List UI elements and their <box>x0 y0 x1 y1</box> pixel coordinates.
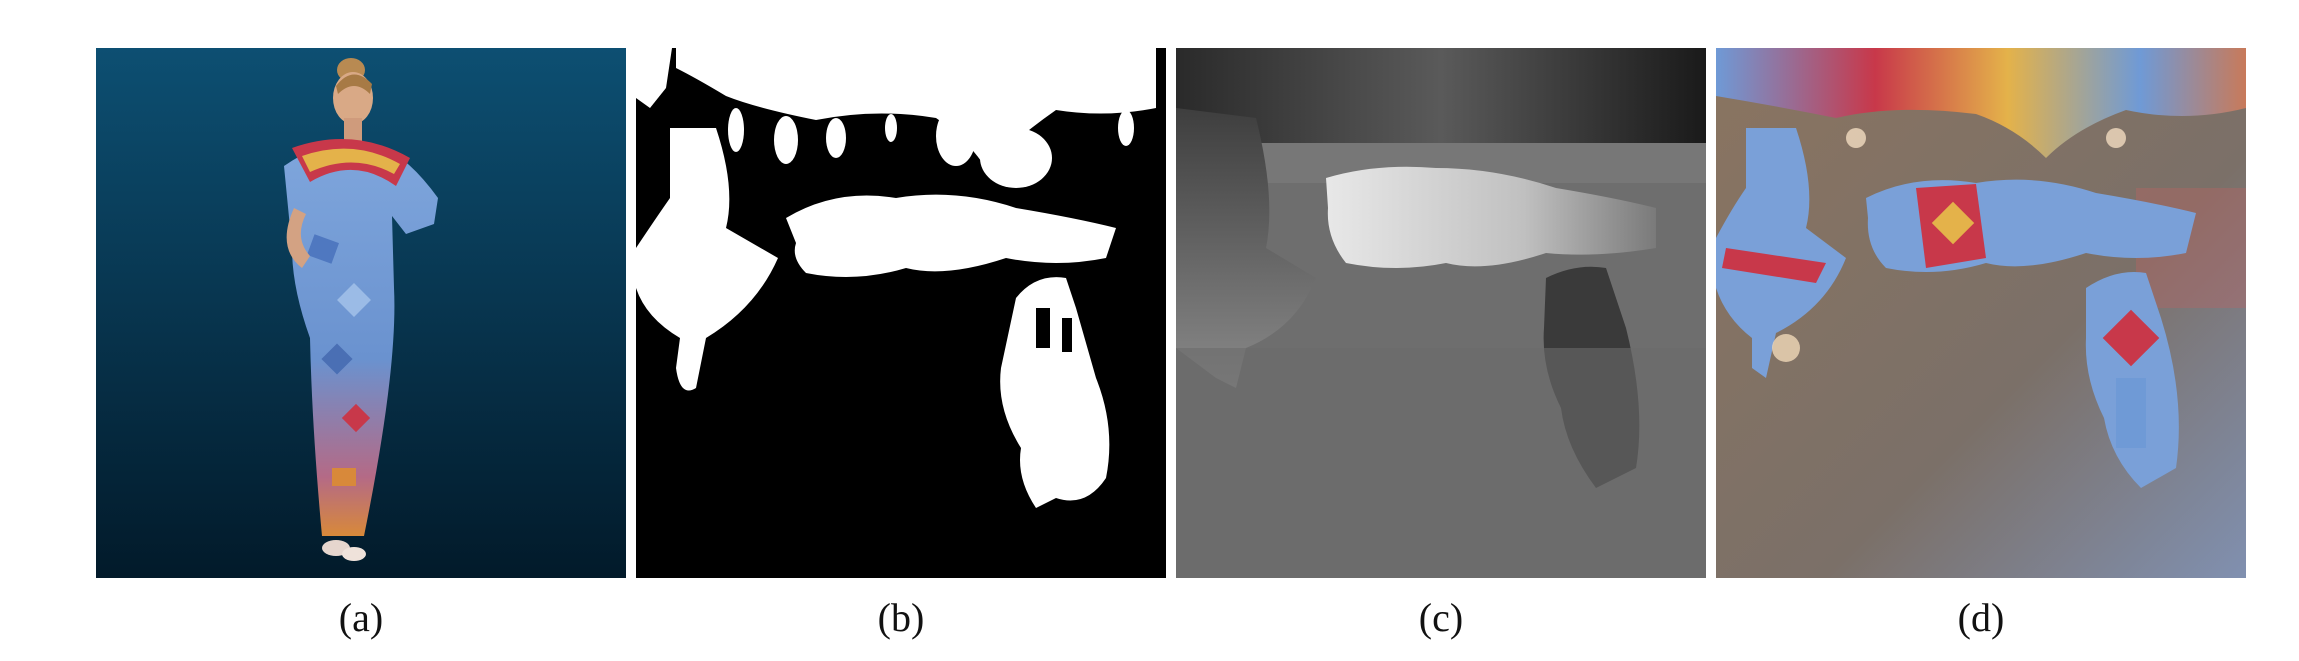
caption-a: (a) <box>338 595 384 640</box>
figure-panel-b <box>636 48 1166 578</box>
figure-panel-d <box>1716 48 2246 578</box>
figure-panel-a <box>96 48 626 578</box>
depth-map-image <box>1176 48 1706 578</box>
caption-b: (b) <box>877 595 925 640</box>
caption-d: (d) <box>1957 595 2005 640</box>
texture-atlas-image <box>1716 48 2246 578</box>
person-photo <box>96 48 626 578</box>
figure-panel-c <box>1176 48 1706 578</box>
binary-mask-image <box>636 48 1166 578</box>
caption-c: (c) <box>1418 595 1464 640</box>
